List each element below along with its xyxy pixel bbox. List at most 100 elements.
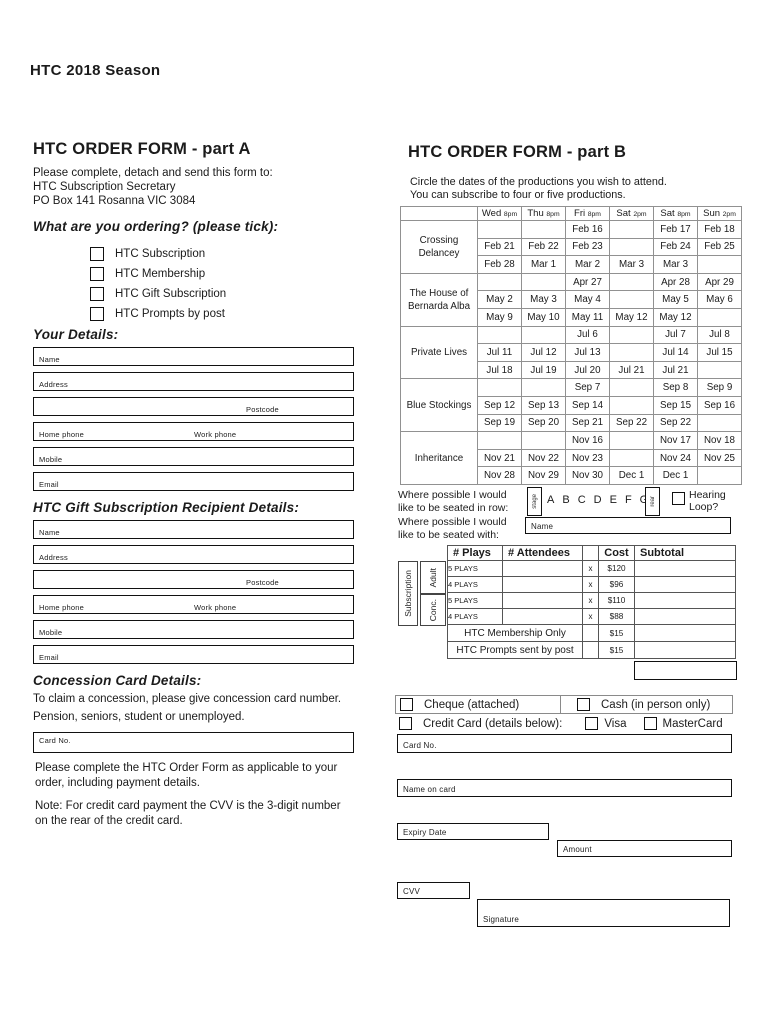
date-cell[interactable]: Mar 3 xyxy=(653,255,698,274)
date-cell[interactable]: Nov 22 xyxy=(521,448,566,468)
your-details-mobile-field[interactable]: Mobile xyxy=(33,447,354,466)
date-cell[interactable]: Feb 28 xyxy=(477,255,522,274)
date-cell[interactable]: Jul 14 xyxy=(653,343,698,362)
date-cell[interactable]: Dec 1 xyxy=(609,466,654,485)
checkbox[interactable] xyxy=(90,287,104,301)
date-cell[interactable]: Jul 20 xyxy=(565,360,610,380)
attendees-cell[interactable] xyxy=(502,592,583,609)
date-cell[interactable]: Sep 15 xyxy=(653,395,698,415)
your-details-name-field[interactable]: Name xyxy=(33,347,354,366)
attendees-cell[interactable] xyxy=(502,608,583,625)
date-cell[interactable]: Sep 9 xyxy=(697,378,742,397)
your-details-postcode-field[interactable]: Postcode xyxy=(33,397,354,416)
gift-recipient-phones-field[interactable]: Home phone Work phone xyxy=(33,595,354,614)
date-cell[interactable]: Sep 22 xyxy=(609,413,654,433)
date-cell[interactable]: Mar 2 xyxy=(565,255,610,274)
date-cell[interactable]: Nov 30 xyxy=(565,466,610,485)
gift-recipient-mobile-field[interactable]: Mobile xyxy=(33,620,354,639)
your-details-phones-field[interactable]: Home phone Work phone xyxy=(33,422,354,441)
date-cell[interactable]: Jul 15 xyxy=(697,343,742,362)
card-number-field[interactable]: Card No. xyxy=(397,734,732,753)
date-cell[interactable]: May 5 xyxy=(653,290,698,309)
date-cell[interactable]: Jul 18 xyxy=(477,360,522,380)
mastercard-checkbox[interactable] xyxy=(643,717,657,730)
cheque-checkbox[interactable] xyxy=(400,698,413,711)
date-cell[interactable]: Feb 21 xyxy=(477,237,522,257)
seat-row-letter[interactable]: C xyxy=(577,494,586,506)
date-cell[interactable]: Sep 22 xyxy=(653,413,698,433)
date-cell[interactable]: Feb 17 xyxy=(653,220,698,239)
seat-row-letter[interactable]: G xyxy=(639,494,649,506)
subtotal-cell[interactable] xyxy=(634,576,736,593)
subtotal-cell[interactable] xyxy=(634,560,736,577)
subtotal-cell[interactable] xyxy=(634,624,736,642)
date-cell[interactable]: Nov 23 xyxy=(565,448,610,468)
date-cell[interactable]: Sep 13 xyxy=(521,395,566,415)
hearing-loop-checkbox[interactable] xyxy=(672,492,685,505)
date-cell[interactable]: Nov 25 xyxy=(697,448,742,468)
gift-recipient-name-field[interactable]: Name xyxy=(33,520,354,539)
date-cell[interactable]: Sep 16 xyxy=(697,395,742,415)
cvv-field[interactable]: CVV xyxy=(397,882,470,899)
date-cell[interactable]: Nov 17 xyxy=(653,431,698,450)
attendees-cell[interactable] xyxy=(502,560,583,577)
date-cell[interactable]: Feb 23 xyxy=(565,237,610,257)
date-cell[interactable]: May 11 xyxy=(565,307,610,327)
date-cell[interactable]: Jul 13 xyxy=(565,343,610,362)
concession-card-number-field[interactable]: Card No. xyxy=(33,732,354,753)
date-cell[interactable]: May 12 xyxy=(609,307,654,327)
signature-field[interactable]: Signature xyxy=(477,899,730,927)
date-cell[interactable]: Jul 7 xyxy=(653,325,698,345)
date-cell[interactable]: Sep 21 xyxy=(565,413,610,433)
seat-row-letter[interactable]: A xyxy=(547,494,555,506)
date-cell[interactable]: May 12 xyxy=(653,307,698,327)
date-cell[interactable]: Nov 18 xyxy=(697,431,742,450)
date-cell[interactable]: Apr 29 xyxy=(697,272,742,292)
name-on-card-field[interactable]: Name on card xyxy=(397,779,732,797)
subtotal-cell[interactable] xyxy=(634,592,736,609)
seat-row-letter[interactable]: B xyxy=(562,494,570,506)
checkbox[interactable] xyxy=(90,247,104,261)
attendees-cell[interactable] xyxy=(502,576,583,593)
date-cell[interactable]: Sep 7 xyxy=(565,378,610,397)
date-cell[interactable]: Apr 28 xyxy=(653,272,698,292)
date-cell[interactable]: Jul 12 xyxy=(521,343,566,362)
date-cell[interactable]: Jul 11 xyxy=(477,343,522,362)
date-cell[interactable]: Nov 24 xyxy=(653,448,698,468)
date-cell[interactable]: Nov 16 xyxy=(565,431,610,450)
date-cell[interactable]: May 2 xyxy=(477,290,522,309)
date-cell[interactable]: Jul 8 xyxy=(697,325,742,345)
date-cell[interactable]: Sep 8 xyxy=(653,378,698,397)
seat-with-name-field[interactable]: Name xyxy=(525,517,731,534)
date-cell[interactable]: Feb 18 xyxy=(697,220,742,239)
date-cell[interactable]: Dec 1 xyxy=(653,466,698,485)
date-cell[interactable]: May 3 xyxy=(521,290,566,309)
date-cell[interactable]: Feb 22 xyxy=(521,237,566,257)
checkbox[interactable] xyxy=(90,267,104,281)
gift-recipient-email-field[interactable]: Email xyxy=(33,645,354,664)
date-cell[interactable]: Feb 25 xyxy=(697,237,742,257)
date-cell[interactable]: Mar 3 xyxy=(609,255,654,274)
visa-checkbox[interactable] xyxy=(585,717,599,730)
cash-checkbox[interactable] xyxy=(577,698,590,711)
date-cell[interactable]: Jul 21 xyxy=(609,360,654,380)
date-cell[interactable]: Sep 20 xyxy=(521,413,566,433)
date-cell[interactable]: Apr 27 xyxy=(565,272,610,292)
gift-recipient-postcode-field[interactable]: Postcode xyxy=(33,570,354,589)
date-cell[interactable]: Feb 24 xyxy=(653,237,698,257)
date-cell[interactable]: Sep 14 xyxy=(565,395,610,415)
date-cell[interactable]: May 6 xyxy=(697,290,742,309)
date-cell[interactable]: Mar 1 xyxy=(521,255,566,274)
date-cell[interactable]: Nov 28 xyxy=(477,466,522,485)
amount-field[interactable]: Amount xyxy=(557,840,732,857)
date-cell[interactable]: Nov 21 xyxy=(477,448,522,468)
expiry-date-field[interactable]: Expiry Date xyxy=(397,823,549,840)
date-cell[interactable]: May 10 xyxy=(521,307,566,327)
date-cell[interactable]: May 4 xyxy=(565,290,610,309)
date-cell[interactable]: Sep 12 xyxy=(477,395,522,415)
date-cell[interactable]: Feb 16 xyxy=(565,220,610,239)
checkbox[interactable] xyxy=(90,307,104,321)
date-cell[interactable]: Jul 19 xyxy=(521,360,566,380)
seat-row-letter[interactable]: E xyxy=(609,494,617,506)
subtotal-cell[interactable] xyxy=(634,608,736,625)
